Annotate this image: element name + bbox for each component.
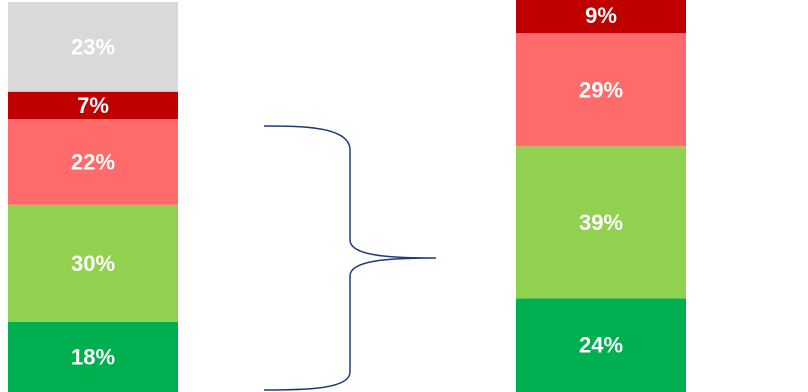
bar-2-segment-1-label: 24%	[579, 333, 623, 358]
bars-layer: 18% 30% 22% 7% 23% 24% 39% 29% 9%	[8, 0, 686, 392]
bar-2-segment-3	[516, 33, 686, 147]
bar-1-segment-5	[8, 2, 178, 92]
bar-1-segment-2	[8, 204, 178, 322]
bar-1-segment-3-label: 22%	[71, 149, 115, 174]
bar-1-segment-1-label: 18%	[71, 344, 115, 369]
bar-1: 18% 30% 22% 7% 23%	[8, 2, 178, 392]
bar-2-segment-4	[516, 0, 686, 34]
bar-2-segment-4-label: 9%	[585, 3, 617, 28]
bar-2-segment-2-label: 39%	[579, 210, 623, 235]
bar-2-segment-2	[516, 146, 686, 299]
bar-1-segment-5-label: 23%	[71, 34, 115, 59]
bar-1-segment-4-label: 7%	[77, 93, 109, 118]
bar-2-segment-1	[516, 298, 686, 392]
bar-1-segment-4	[8, 91, 178, 119]
bar-1-segment-1	[8, 321, 178, 392]
bar-1-segment-3	[8, 119, 178, 205]
bar-1-segment-2-label: 30%	[71, 251, 115, 276]
curly-brace-connector	[263, 125, 437, 391]
bar-2-segment-3-label: 29%	[579, 77, 623, 102]
bar-2: 24% 39% 29% 9%	[516, 0, 686, 392]
